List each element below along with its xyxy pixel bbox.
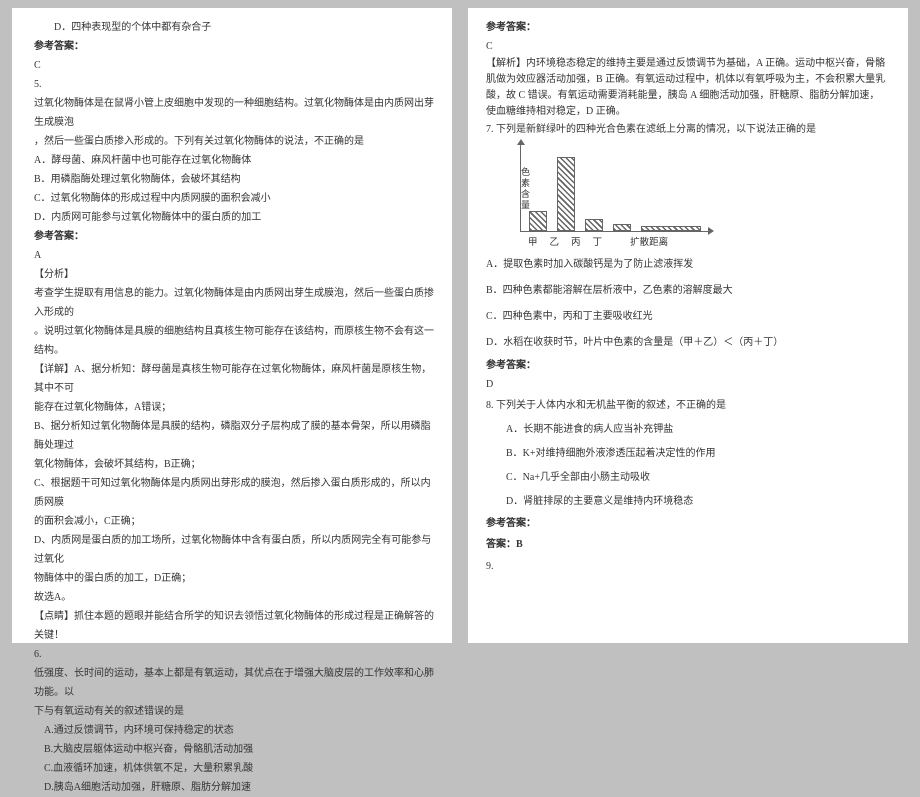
q6-line1: 低强度、长时间的运动，基本上都是有氧运动，其优点在于增强大脑皮层的工作效率和心肺… [34, 664, 434, 702]
q7-option-a: A．提取色素时加入碳酸钙是为了防止滤液挥发 [486, 252, 886, 278]
q8-option-d: D．肾脏排尿的主要意义是维持内环境稳态 [486, 490, 886, 514]
q8-option-c: C．Na+几乎全部由小肠主动吸收 [486, 466, 886, 490]
q6-option-d: D.胰岛A细胞活动加强，肝糖原、脂肪分解加速 [34, 778, 434, 797]
chart-x-2: 丙 [571, 234, 581, 248]
q8-stem: 8. 下列关于人体内水和无机盐平衡的叙述，不正确的是 [486, 394, 886, 418]
chart-bar-0 [529, 211, 547, 231]
analysis-label: 【分析】 [34, 265, 434, 284]
detail-a-2: 能存在过氧化物酶体，A错误； [34, 398, 434, 417]
chart-x-3: 丁 [593, 234, 603, 248]
q5-option-d: D．内质网可能参与过氧化物酶体中的蛋白质的加工 [34, 208, 434, 227]
chart-bar-4 [641, 226, 701, 231]
answer-header-4: 参考答案： [34, 37, 434, 56]
q6-option-b: B.大脑皮层躯体运动中枢兴奋，骨骼肌活动加强 [34, 740, 434, 759]
chart-axes: 色素含量 [520, 145, 708, 232]
q5-option-b: B．用磷脂酶处理过氧化物酶体，会破坏其结构 [34, 170, 434, 189]
chart-bar-1 [557, 157, 575, 231]
analysis-line1: 考查学生提取有用信息的能力。过氧化物酶体是由内质网出芽生成膜泡，然后一些蛋白质掺… [34, 284, 434, 322]
q6-number: 6. [34, 645, 434, 664]
chart-y-label: 色素含量 [519, 167, 532, 211]
chart-x-4: 扩散距离 [630, 234, 668, 248]
answer-header-8: 参考答案： [486, 514, 886, 533]
detail-b-2: 氧化物酶体，会破坏其结构，B正确； [34, 455, 434, 474]
pigment-bar-chart: 色素含量 甲 乙 丙 丁 扩散距离 [496, 145, 716, 248]
detail-c-1: C、根据题干可知过氧化物酶体是内质网出芽形成的膜泡，然后掺入蛋白质形成的，所以内… [34, 474, 434, 512]
answer-6: C [486, 37, 886, 56]
answer-8: 答案：B [486, 533, 886, 557]
q7-option-c: C．四种色素中，丙和丁主要吸收红光 [486, 304, 886, 330]
q5-line1: 过氧化物酶体是在鼠肾小管上皮细胞中发现的一种细胞结构。过氧化物酶体是由内质网出芽… [34, 94, 434, 132]
q8-option-b: B．K+对维持细胞外液渗透压起着决定性的作用 [486, 442, 886, 466]
analysis-line2: 。说明过氧化物酶体是具膜的细胞结构且真核生物可能存在该结构，而原核生物不会有这一… [34, 322, 434, 360]
answer-7: D [486, 375, 886, 394]
detail-c-2: 的面积会减小，C正确； [34, 512, 434, 531]
page-right: 参考答案： C 【解析】内环境稳态稳定的维持主要是通过反馈调节为基础，A 正确。… [468, 8, 908, 643]
q7-option-b: B．四种色素都能溶解在层析液中，乙色素的溶解度最大 [486, 278, 886, 304]
q5-number: 5. [34, 75, 434, 94]
chart-bar-2 [585, 219, 603, 231]
chart-x-labels: 甲 乙 丙 丁 扩散距离 [528, 234, 716, 248]
answer-5: A [34, 246, 434, 265]
chart-bar-3 [613, 224, 631, 231]
answer-header-6: 参考答案： [486, 18, 886, 37]
q7-stem: 7. 下列是新鲜绿叶的四种光合色素在滤纸上分离的情况，以下说法正确的是 [486, 120, 886, 139]
q4-option-d: D．四种表现型的个体中都有杂合子 [34, 18, 434, 37]
q9-number: 9. [486, 557, 886, 576]
q6-option-c: C.血液循环加速，机体供氧不足，大量积累乳酸 [34, 759, 434, 778]
dianjing: 【点睛】抓住本题的题眼并能结合所学的知识去领悟过氧化物酶体的形成过程是正确解答的… [34, 607, 434, 645]
answer-4: C [34, 56, 434, 75]
q7-option-d: D．水稻在收获时节，叶片中色素的含量是（甲＋乙）＜（丙＋丁） [486, 330, 886, 356]
detail-a-1: 【详解】A、据分析知：酵母菌是真核生物可能存在过氧化物酶体，麻风杆菌是原核生物，… [34, 360, 434, 398]
detail-d-1: D、内质网是蛋白质的加工场所，过氧化物酶体中含有蛋白质，所以内质网完全有可能参与… [34, 531, 434, 569]
q5-line2: ，然后一些蛋白质掺入形成的。下列有关过氧化物酶体的说法，不正确的是 [34, 132, 434, 151]
jiexi-6: 【解析】内环境稳态稳定的维持主要是通过反馈调节为基础，A 正确。运动中枢兴奋，骨… [486, 56, 886, 120]
q6-option-a: A.通过反馈调节，内环境可保持稳定的状态 [34, 721, 434, 740]
detail-b-1: B、据分析知过氧化物酶体是具膜的结构，磷脂双分子层构成了膜的基本骨架，所以用磷脂… [34, 417, 434, 455]
q5-option-c: C．过氧化物酶体的形成过程中内质网膜的面积会减小 [34, 189, 434, 208]
chart-x-0: 甲 [528, 234, 538, 248]
q8-option-a: A．长期不能进食的病人应当补充钾盐 [486, 418, 886, 442]
chart-x-1: 乙 [550, 234, 560, 248]
answer-header-7: 参考答案： [486, 356, 886, 375]
page-left: D．四种表现型的个体中都有杂合子 参考答案： C 5. 过氧化物酶体是在鼠肾小管… [12, 8, 452, 643]
detail-d-2: 物酶体中的蛋白质的加工，D正确； [34, 569, 434, 588]
q6-line2: 下与有氧运动有关的叙述错误的是 [34, 702, 434, 721]
q5-option-a: A．酵母菌、麻风杆菌中也可能存在过氧化物酶体 [34, 151, 434, 170]
select-a: 故选A。 [34, 588, 434, 607]
answer-header-5: 参考答案： [34, 227, 434, 246]
